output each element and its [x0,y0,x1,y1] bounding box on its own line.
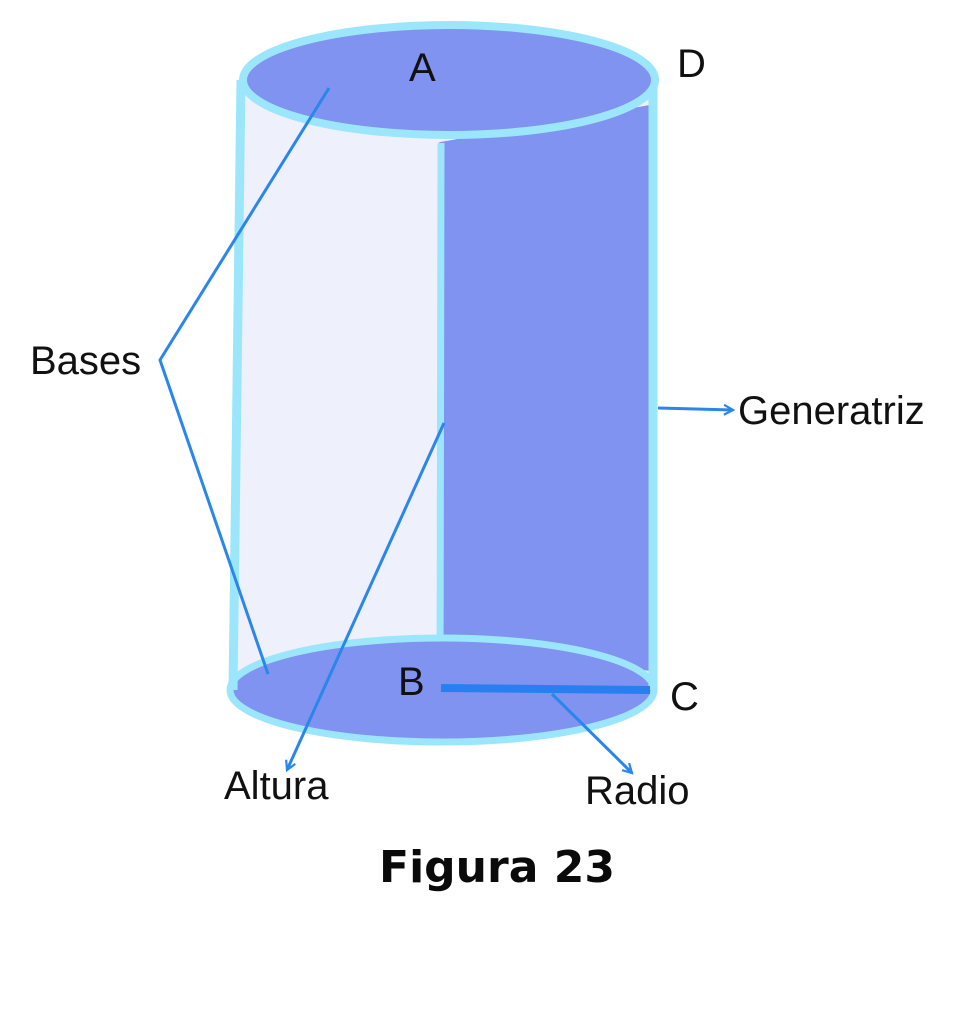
axial-rectangle [438,105,653,671]
point-a-label: A [409,46,436,90]
point-b-label: B [398,660,425,704]
height-edge [436,142,445,689]
point-d-label: D [677,42,706,86]
point-c-label: C [670,675,699,719]
bases-pointer [158,87,331,675]
top-base [239,21,659,139]
altura-pointer [287,422,446,770]
bases-label: Bases [30,339,141,383]
radio-pointer [550,692,632,773]
generatriz-pointer [657,408,733,410]
left-generatrix [228,79,246,691]
radius-segment [440,684,651,694]
radio-label: Radio [585,769,690,813]
generatriz-label: Generatriz [738,389,925,433]
figure-caption: Figura 23 [379,842,615,893]
altura-label: Altura [224,764,329,808]
